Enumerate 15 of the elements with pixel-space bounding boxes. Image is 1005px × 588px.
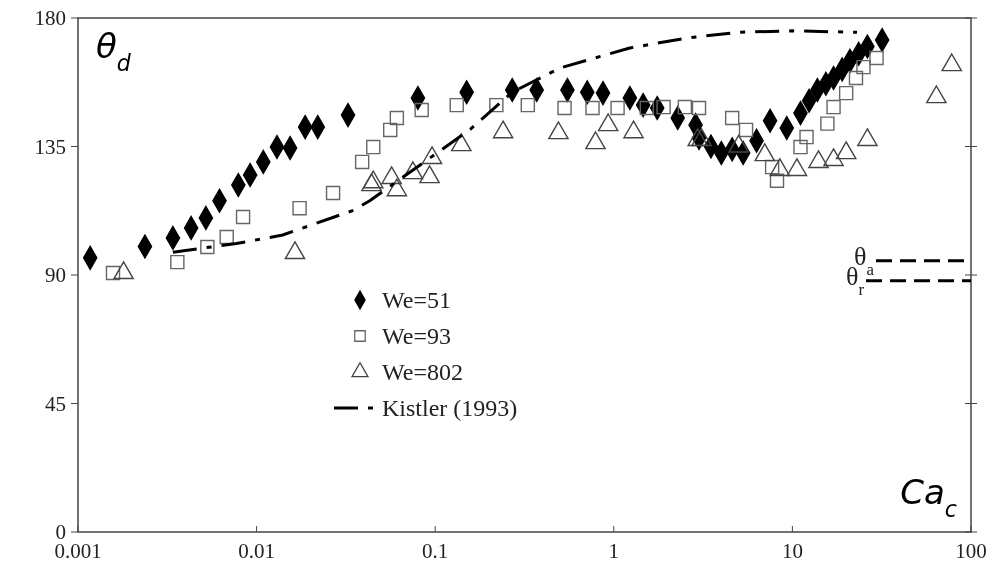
- y-tick-label: 90: [45, 263, 66, 287]
- legend-label: We=802: [382, 359, 463, 385]
- y-axis-title: θ$_{d}$: [96, 26, 132, 76]
- x-tick-label: 1: [608, 539, 620, 563]
- legend-label: Kistler (1993): [382, 395, 518, 421]
- x-axis-title: Ca$_{c}$: [900, 472, 957, 522]
- legend-label: We=93: [382, 323, 451, 349]
- x-tick-label: 100: [955, 539, 987, 563]
- legend-label: We=51: [382, 287, 451, 313]
- x-tick-label: 10: [781, 539, 803, 563]
- y-tick-label: 135: [34, 134, 66, 159]
- y-tick-label: 180: [34, 6, 66, 30]
- x-tick-label: 0.01: [238, 539, 275, 563]
- y-tick-label: 45: [45, 391, 66, 416]
- x-tick-label: 0.1: [422, 539, 449, 563]
